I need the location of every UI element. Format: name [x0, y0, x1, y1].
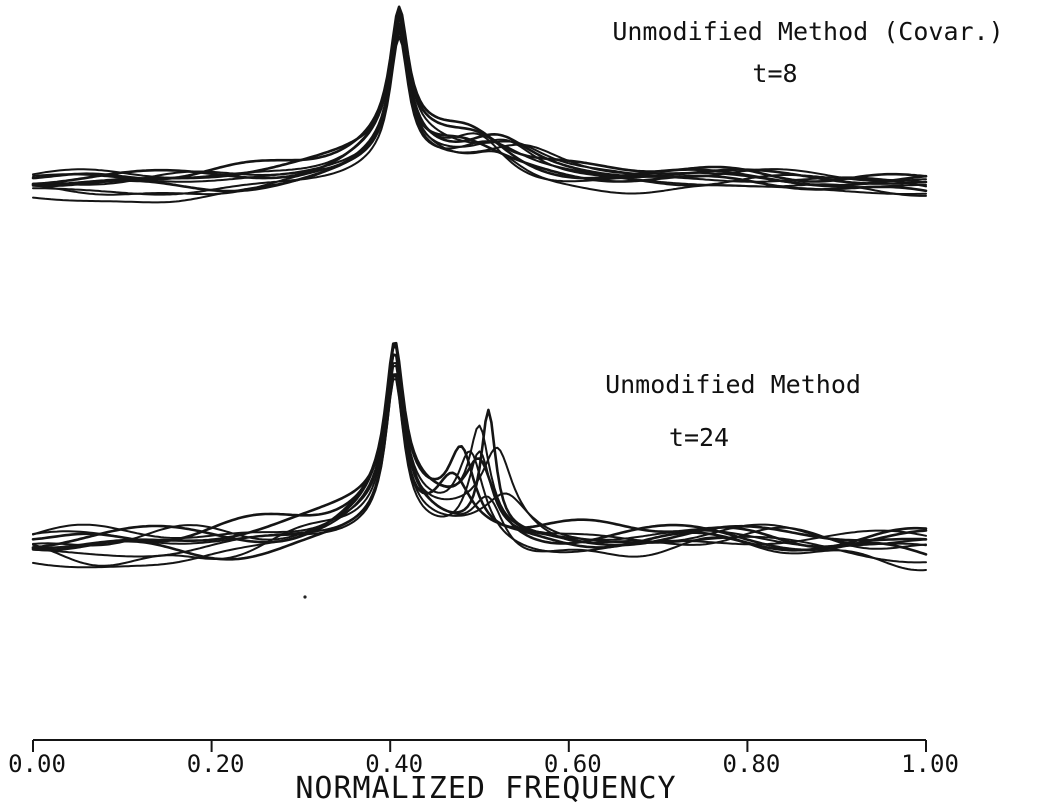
spectrum-series-line [31, 353, 928, 550]
spectrum-series-line [31, 345, 928, 549]
spectrum-series-line [32, 354, 927, 569]
chart-title-top: Unmodified Method (Covar.) [612, 17, 1003, 46]
spectrum-series-line [32, 28, 927, 187]
chart-title-bottom: Unmodified Method [605, 370, 861, 399]
chart-panel-bottom: Unmodified Method t=24 [31, 341, 928, 572]
spectrum-series-line [31, 10, 928, 187]
chart-subtitle-bottom: t=24 [669, 423, 729, 452]
spectrum-series-line [32, 364, 927, 572]
x-tick-label: 0.40 [365, 750, 423, 778]
x-tick-label: 0.20 [187, 750, 245, 778]
x-tick-label: 0.60 [544, 750, 602, 778]
x-axis: 0.00 0.20 0.40 0.60 0.80 1.00 NORMALIZED FREQ… [8, 739, 959, 806]
series-group-bottom [31, 341, 928, 572]
chart-panel-top: Unmodified Method (Covar.) t=8 [31, 5, 1004, 204]
x-tick-label: 1.00 [901, 750, 959, 778]
spectrum-series-line [32, 373, 927, 548]
chart-subtitle-top: t=8 [752, 59, 797, 88]
spectrum-series-line [31, 341, 928, 552]
x-axis-label: NORMALIZED FREQUENCY [295, 771, 676, 806]
spectrum-series-line [32, 26, 927, 197]
x-tick-label: 0.00 [8, 750, 66, 778]
x-tick-label: 0.80 [723, 750, 781, 778]
spectrum-series-line [31, 5, 928, 183]
spectrum-series-line [32, 362, 927, 550]
spectrum-series-line [32, 31, 927, 189]
stray-dot [303, 595, 307, 599]
spectrum-series-line [31, 27, 928, 193]
series-group-top [31, 5, 928, 204]
x-axis-ticks: 0.00 0.20 0.40 0.60 0.80 1.00 [8, 740, 959, 778]
